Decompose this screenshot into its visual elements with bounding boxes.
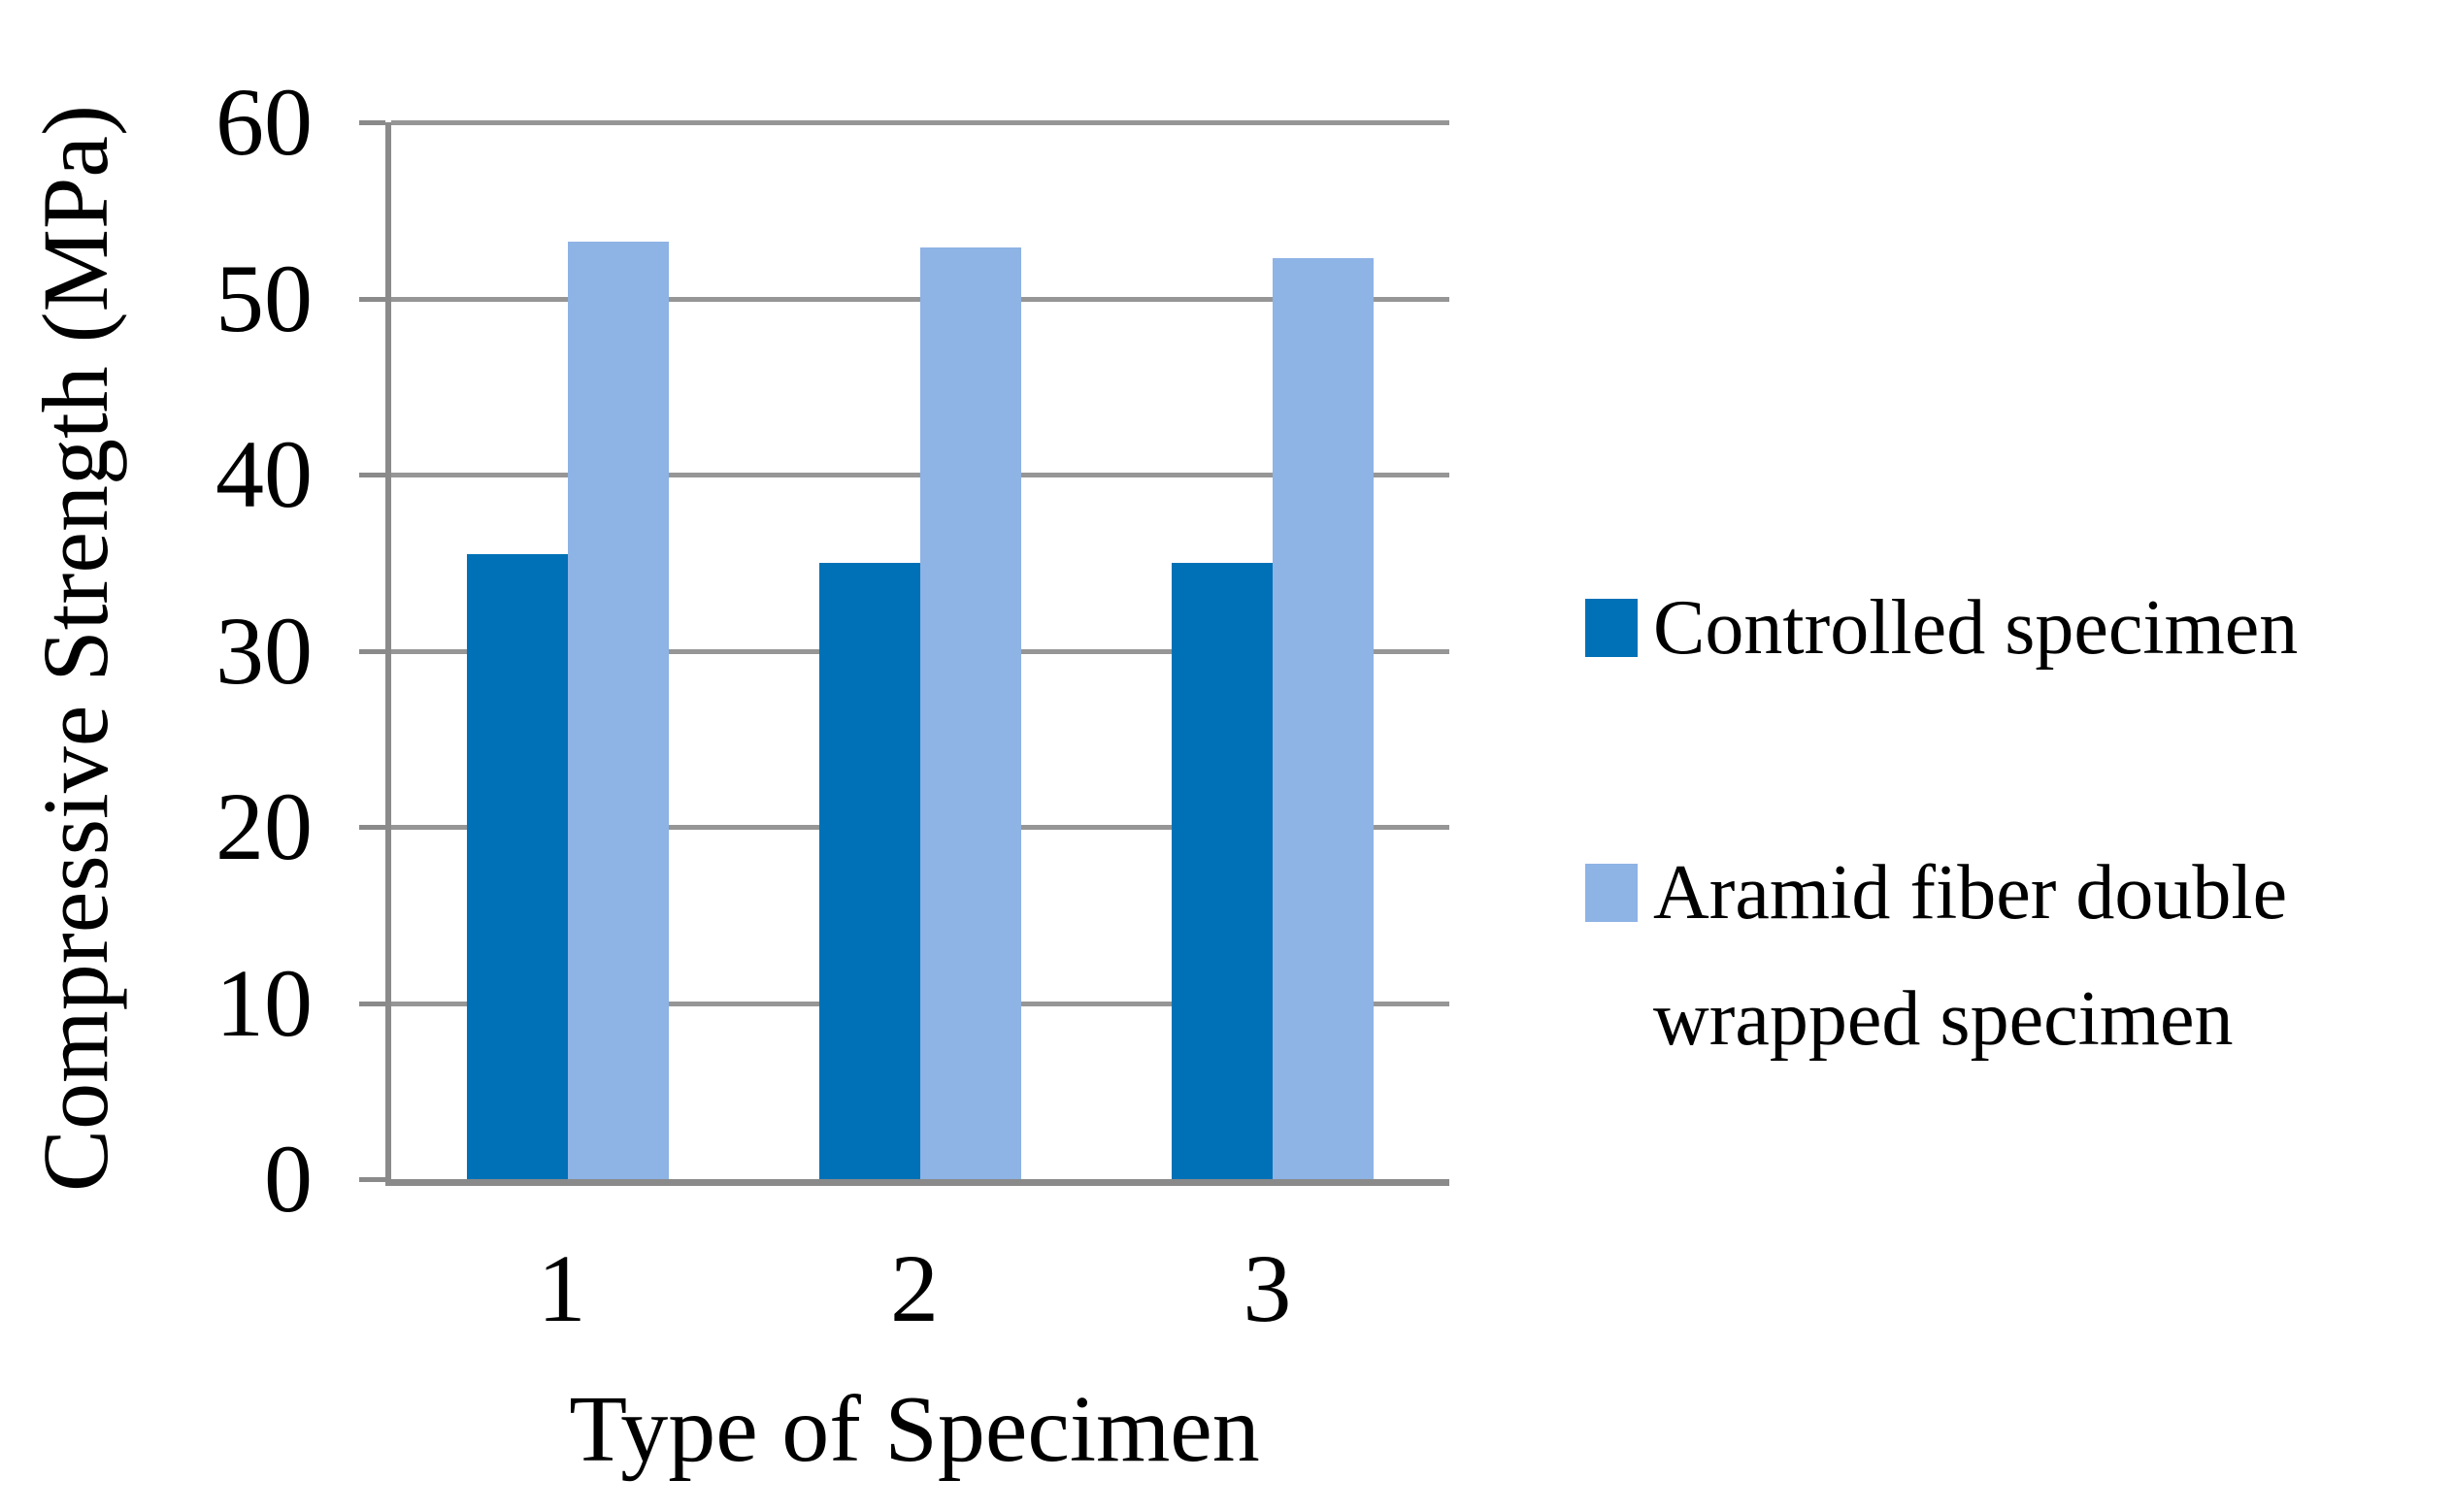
y-tick-mark-0 (359, 1177, 385, 1182)
y-tick-mark-40 (359, 473, 385, 477)
bars-container (391, 122, 1449, 1179)
x-axis-title: Type of Specimen (569, 1377, 1260, 1482)
y-tick-label-20: 20 (216, 772, 313, 880)
gridline-y-60 (391, 120, 1449, 125)
bar-series2-cat1 (567, 242, 669, 1179)
legend-label-series1: Controlled specimen (1653, 585, 2299, 671)
y-tick-label-10: 10 (216, 948, 313, 1057)
y-tick-mark-30 (359, 648, 385, 654)
plot-area (359, 120, 1449, 1186)
y-tick-mark-20 (359, 825, 385, 830)
legend-swatch-series2 (1585, 864, 1638, 922)
category-slot-2 (744, 122, 1096, 1179)
y-tick-mark-50 (359, 296, 385, 302)
y-tick-mark-60 (359, 120, 385, 125)
y-tick-label-0: 0 (264, 1125, 313, 1233)
x-tick-label-3: 3 (1243, 1234, 1292, 1342)
category-slot-3 (1097, 122, 1449, 1179)
y-tick-mark-10 (359, 1001, 385, 1006)
category-slot-1 (391, 122, 744, 1179)
legend-item-1: Controlled specimen (1585, 565, 2298, 691)
x-tick-label-1: 1 (537, 1234, 586, 1342)
legend-label-series2: Aramid fiber double wrapped specimen (1653, 850, 2288, 1062)
legend-item-2: Aramid fiber double wrapped specimen (1585, 830, 2449, 1082)
bar-series1-cat2 (818, 563, 920, 1179)
bar-series1-cat1 (466, 554, 568, 1179)
legend-swatch-series1 (1585, 599, 1638, 657)
y-tick-label-50: 50 (216, 244, 313, 352)
y-tick-label-40: 40 (216, 420, 313, 528)
bar-series1-cat3 (1172, 563, 1274, 1179)
bar-series2-cat3 (1273, 258, 1375, 1179)
y-tick-label-30: 30 (216, 596, 313, 705)
y-tick-label-60: 60 (216, 68, 313, 176)
x-tick-label-2: 2 (889, 1234, 939, 1342)
bar-series2-cat2 (919, 247, 1021, 1179)
